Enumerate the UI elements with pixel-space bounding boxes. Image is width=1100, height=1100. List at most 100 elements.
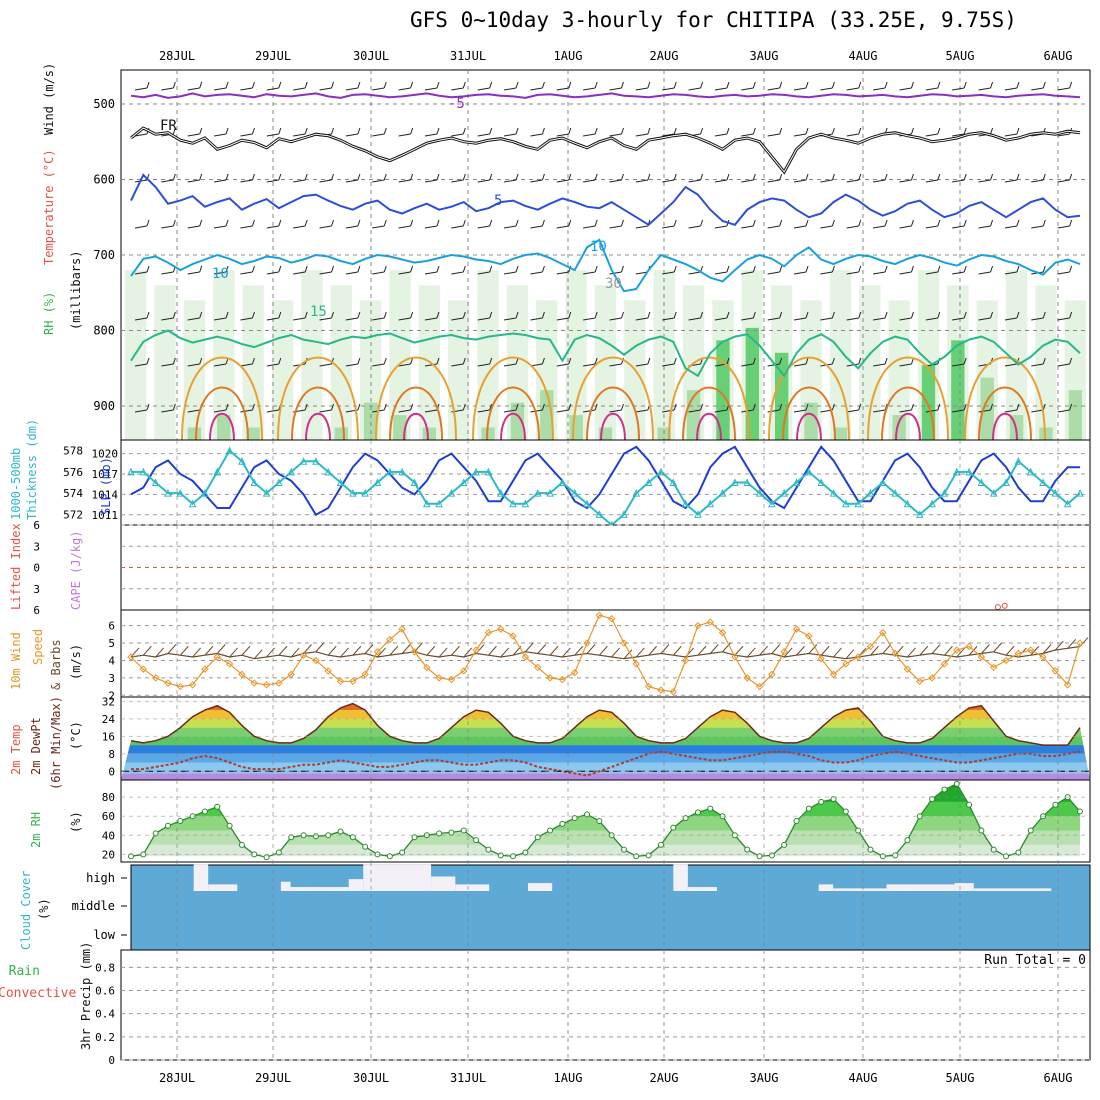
upper-wind-barb-feather (410, 81, 414, 89)
upper-wind-barb-feather (436, 219, 440, 227)
upper-wind-barb-feather (779, 127, 783, 135)
upper-wind-barb-feather (884, 81, 888, 89)
upper-wind-barb (187, 363, 200, 367)
upper-wind-barb (372, 271, 385, 275)
upper-wind-barb (451, 363, 464, 367)
upper-wind-barb (846, 133, 859, 137)
upper-wind-barb (424, 225, 438, 229)
upper-wind-barb (503, 179, 517, 183)
high-cloud-block (973, 888, 1052, 891)
upper-wind-barb (187, 225, 200, 229)
thickness-point (336, 478, 345, 486)
thickness-point (1051, 489, 1060, 497)
upper-wind-barb (451, 133, 464, 137)
upper-wind-barb-feather (805, 127, 809, 135)
wind-speed-point (447, 675, 456, 684)
warm-isotherm (181, 356, 263, 441)
wind-speed-point (435, 674, 443, 682)
upper-wind-barb (793, 409, 807, 413)
rh-point (842, 808, 849, 815)
wind-speed-point (176, 682, 185, 691)
rh-shade-band (594, 285, 617, 440)
upper-wind-barb (873, 179, 886, 183)
upper-wind-barb (240, 317, 253, 321)
rh-point (152, 830, 159, 837)
upper-wind-barb (1031, 363, 1044, 367)
upper-wind-barb (793, 363, 807, 367)
wind10m-tick-label: 2 (108, 689, 115, 702)
upper-wind-barb (134, 87, 148, 91)
upper-wind-barb-feather (278, 219, 282, 227)
upper-wind-barb (345, 179, 358, 183)
upper-wind-barb (1057, 271, 1070, 275)
upper-wind-barb (398, 179, 411, 183)
upper-wind-barb-feather (1042, 265, 1046, 273)
temp-band (121, 773, 1090, 780)
thickness-point (570, 489, 579, 497)
isotherm-15 (130, 329, 1081, 378)
rh-point (941, 786, 948, 793)
rh-point (596, 818, 603, 824)
upper-wind-barb (820, 317, 833, 321)
upper-wind-barb-feather (884, 219, 888, 227)
upper-wind-barb (451, 87, 464, 91)
upper-wind-barb (925, 409, 938, 413)
thickness-point (349, 489, 357, 497)
cloud-level-label: middle (72, 899, 115, 913)
upper-wind-barb (714, 317, 728, 321)
upper-wind-barb-feather (357, 219, 361, 227)
high-cloud-block (687, 887, 717, 891)
upper-wind-barb (952, 225, 965, 229)
thickness-tick-label: 576 (63, 466, 83, 479)
thickness-point (595, 510, 604, 518)
precip-frame (120, 949, 1091, 1061)
upper-wind-barb (793, 271, 807, 275)
upper-wind-barb (345, 87, 358, 91)
upper-wind-barb (899, 271, 912, 275)
rh-shade-band (477, 270, 499, 440)
upper-wind-barb (793, 87, 807, 91)
upper-wind-barb (609, 87, 622, 91)
upper-wind-barb-feather (278, 81, 282, 89)
upper-wind-barb (714, 133, 728, 137)
upper-wind-barb (451, 179, 464, 183)
label-speed: Speed (31, 629, 45, 665)
upper-wind-barb-feather (1042, 173, 1046, 181)
upper-wind-barb (635, 179, 648, 183)
upper-wind-barb (556, 317, 569, 321)
wind-speed-point (151, 674, 160, 682)
rh-point (682, 815, 689, 822)
wind-speed-point (965, 642, 973, 651)
wind-speed-point (201, 665, 209, 673)
thickness-point (521, 499, 530, 508)
thickness-point (644, 478, 653, 486)
upper-wind-barb-feather (726, 265, 730, 273)
high-cloud-block (954, 883, 974, 891)
upper-wind-barb (319, 271, 332, 275)
upper-wind-barb-feather (1016, 403, 1020, 411)
wind10m-tick-label: 5 (108, 637, 115, 650)
rh-shade-band (506, 285, 529, 440)
upper-wind-barb-feather (1042, 311, 1046, 319)
upper-wind-barb-feather (515, 403, 519, 411)
upper-wind-barb-feather (752, 127, 756, 135)
label-thickness: Thickness (dm) (25, 419, 39, 520)
temp-tick-label: 32 (102, 695, 115, 708)
warm-isotherm (209, 412, 235, 441)
wind10m-barb (635, 647, 645, 658)
wind10m-barb (598, 645, 608, 656)
rh-point (1052, 801, 1059, 808)
upper-wind-barb-feather (172, 357, 176, 365)
wind-speed-point (373, 648, 382, 656)
upper-wind-barb (240, 87, 253, 91)
rh-point (448, 829, 455, 836)
upper-wind-barb (293, 271, 306, 275)
rh-point (436, 830, 443, 837)
upper-wind-barb-feather (594, 265, 598, 273)
precip-tick-label: 0.8 (95, 961, 115, 974)
upper-wind-barb (556, 87, 569, 91)
wind10m-barb (340, 647, 349, 658)
wind10m-barb (315, 642, 325, 653)
thickness-point (299, 457, 308, 465)
warm-isotherm (682, 386, 736, 441)
